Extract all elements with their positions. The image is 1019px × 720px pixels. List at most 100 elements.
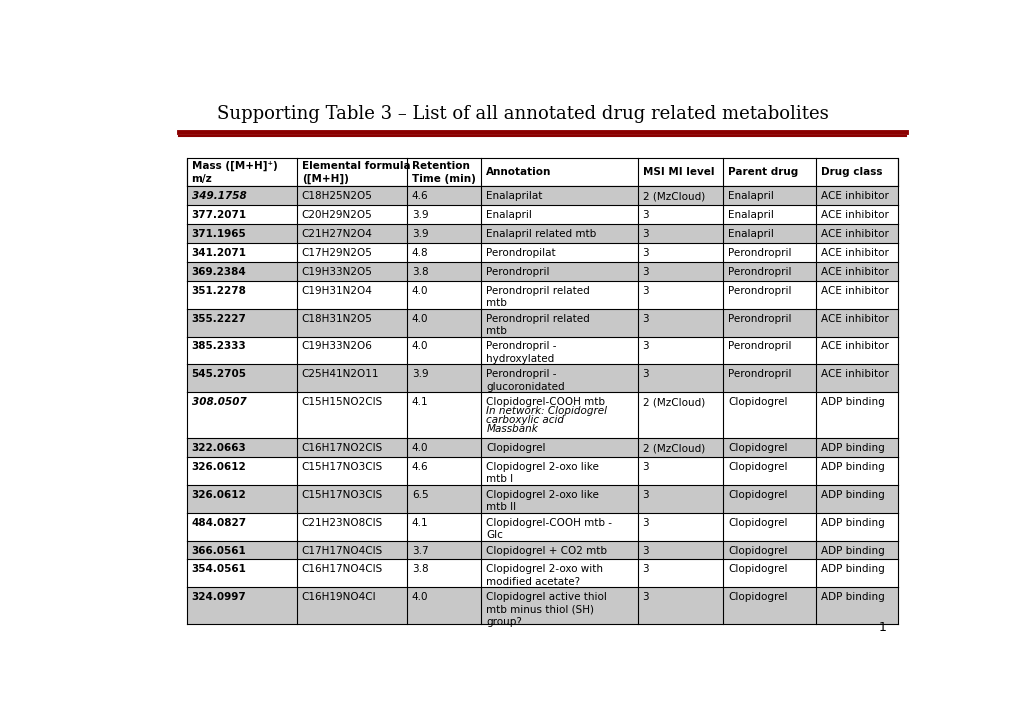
Text: 341.2071: 341.2071	[192, 248, 247, 258]
Text: 354.0561: 354.0561	[192, 564, 247, 575]
Text: Clopidogrel: Clopidogrel	[486, 443, 545, 453]
Text: 3: 3	[642, 229, 648, 239]
Text: Perondropril: Perondropril	[728, 267, 791, 277]
Text: Mass ([M+H]⁺)
m/z: Mass ([M+H]⁺) m/z	[192, 161, 277, 184]
Text: 3: 3	[642, 314, 648, 323]
Text: Clopidogrel-COOH mtb -
Glc: Clopidogrel-COOH mtb - Glc	[486, 518, 611, 540]
Text: Clopidogrel: Clopidogrel	[728, 397, 787, 408]
Text: Clopidogrel active thiol
mtb minus thiol (SH)
group?: Clopidogrel active thiol mtb minus thiol…	[486, 593, 606, 627]
Text: Clopidogrel + CO2 mtb: Clopidogrel + CO2 mtb	[486, 546, 606, 556]
Text: C15H17NO3ClS: C15H17NO3ClS	[302, 490, 382, 500]
Bar	[186, 364, 898, 392]
Text: Enalapril: Enalapril	[728, 210, 773, 220]
Text: C17H29N2O5: C17H29N2O5	[302, 248, 372, 258]
Text: 3: 3	[642, 546, 648, 556]
Text: 324.0997: 324.0997	[192, 593, 246, 603]
Text: 6.5: 6.5	[412, 490, 428, 500]
Bar	[186, 262, 898, 281]
Text: ACE inhibitor: ACE inhibitor	[820, 192, 889, 202]
Text: ACE inhibitor: ACE inhibitor	[820, 267, 889, 277]
Text: 3.9: 3.9	[412, 369, 428, 379]
Text: Perondropril: Perondropril	[728, 314, 791, 323]
Text: C20H29N2O5: C20H29N2O5	[302, 210, 372, 220]
Bar	[186, 224, 898, 243]
Text: 1: 1	[877, 621, 886, 634]
Text: 3: 3	[642, 564, 648, 575]
Text: 4.6: 4.6	[412, 462, 428, 472]
Text: 326.0612: 326.0612	[192, 462, 246, 472]
Text: C17H17NO4ClS: C17H17NO4ClS	[302, 546, 382, 556]
Text: Clopidogrel: Clopidogrel	[728, 593, 787, 603]
Text: Annotation: Annotation	[486, 168, 551, 177]
Text: 4.0: 4.0	[412, 443, 428, 453]
Text: Massbank: Massbank	[486, 424, 537, 434]
Text: C16H17NO4ClS: C16H17NO4ClS	[302, 564, 382, 575]
Text: 3: 3	[642, 248, 648, 258]
Text: C18H31N2O5: C18H31N2O5	[302, 314, 372, 323]
Text: Perondropril related
mtb: Perondropril related mtb	[486, 314, 589, 336]
Text: 326.0612: 326.0612	[192, 490, 246, 500]
Bar	[186, 309, 898, 336]
Text: 545.2705: 545.2705	[192, 369, 247, 379]
Text: C19H33N2O5: C19H33N2O5	[302, 267, 372, 277]
Bar	[186, 243, 898, 262]
Text: ADP binding: ADP binding	[820, 490, 884, 500]
Text: Perondropril -
glucoronidated: Perondropril - glucoronidated	[486, 369, 565, 392]
Text: Enalapril: Enalapril	[728, 229, 773, 239]
Bar	[186, 588, 898, 624]
Text: Perondropril: Perondropril	[486, 267, 549, 277]
Text: C25H41N2O11: C25H41N2O11	[302, 369, 379, 379]
Text: ACE inhibitor: ACE inhibitor	[820, 248, 889, 258]
Text: 3: 3	[642, 369, 648, 379]
Text: Clopidogrel 2-oxo like
mtb II: Clopidogrel 2-oxo like mtb II	[486, 490, 598, 512]
Text: Perondropril -
hydroxylated: Perondropril - hydroxylated	[486, 341, 556, 364]
Bar	[186, 186, 898, 205]
Bar	[186, 559, 898, 588]
Text: C18H25N2O5: C18H25N2O5	[302, 192, 372, 202]
Text: 3: 3	[642, 341, 648, 351]
Text: 3.8: 3.8	[412, 267, 428, 277]
Text: 3.9: 3.9	[412, 229, 428, 239]
Text: 4.0: 4.0	[412, 314, 428, 323]
Text: 3: 3	[642, 267, 648, 277]
Text: Perondropril: Perondropril	[728, 286, 791, 296]
Text: ADP binding: ADP binding	[820, 397, 884, 408]
Text: ADP binding: ADP binding	[820, 462, 884, 472]
Text: 322.0663: 322.0663	[192, 443, 246, 453]
Text: Enalaprilat: Enalaprilat	[486, 192, 542, 202]
Text: ACE inhibitor: ACE inhibitor	[820, 229, 889, 239]
Text: C19H33N2O6: C19H33N2O6	[302, 341, 372, 351]
Text: C15H15NO2ClS: C15H15NO2ClS	[302, 397, 382, 408]
Text: Drug class: Drug class	[820, 168, 881, 177]
Text: 3.7: 3.7	[412, 546, 428, 556]
Text: 3: 3	[642, 286, 648, 296]
Bar	[186, 485, 898, 513]
Text: 355.2227: 355.2227	[192, 314, 247, 323]
Bar	[186, 438, 898, 457]
Text: 4.6: 4.6	[412, 192, 428, 202]
Text: 3: 3	[642, 210, 648, 220]
Text: 366.0561: 366.0561	[192, 546, 246, 556]
Text: ACE inhibitor: ACE inhibitor	[820, 341, 889, 351]
Text: 377.2071: 377.2071	[192, 210, 247, 220]
Text: Clopidogrel: Clopidogrel	[728, 490, 787, 500]
Text: 3.8: 3.8	[412, 564, 428, 575]
Text: Perondropril: Perondropril	[728, 341, 791, 351]
Text: Perondropril: Perondropril	[728, 369, 791, 379]
Text: Clopidogrel: Clopidogrel	[728, 518, 787, 528]
Bar	[186, 392, 898, 438]
Text: 4.8: 4.8	[412, 248, 428, 258]
Text: 308.0507: 308.0507	[192, 397, 246, 408]
Text: Clopidogrel: Clopidogrel	[728, 462, 787, 472]
Text: 3: 3	[642, 462, 648, 472]
Text: Enalapril: Enalapril	[728, 192, 773, 202]
Text: Perondropril: Perondropril	[728, 248, 791, 258]
Text: ACE inhibitor: ACE inhibitor	[820, 369, 889, 379]
Bar	[186, 513, 898, 541]
Text: 4.1: 4.1	[412, 397, 428, 408]
Text: C16H17NO2ClS: C16H17NO2ClS	[302, 443, 382, 453]
Text: C19H31N2O4: C19H31N2O4	[302, 286, 372, 296]
Text: Supporting Table 3 – List of all annotated drug related metabolites: Supporting Table 3 – List of all annotat…	[217, 105, 827, 123]
Text: ACE inhibitor: ACE inhibitor	[820, 314, 889, 323]
Text: Perondropilat: Perondropilat	[486, 248, 555, 258]
